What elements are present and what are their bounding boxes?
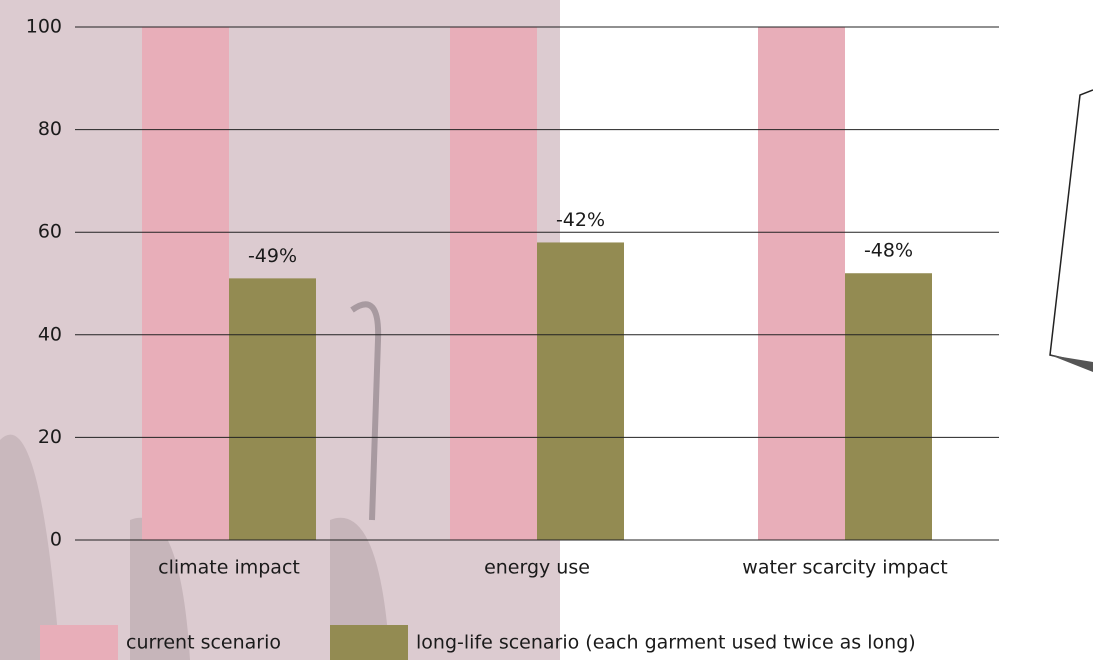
- x-tick-label: climate impact: [158, 557, 300, 579]
- bar: [537, 242, 624, 540]
- x-tick-label: water scarcity impact: [742, 557, 947, 579]
- legend-label: long-life scenario (each garment used tw…: [416, 632, 916, 654]
- annotation: -49%: [248, 245, 297, 267]
- bar: [450, 27, 537, 540]
- paper-note: [1049, 89, 1093, 366]
- y-tick-label: 0: [50, 529, 62, 551]
- annotation: -42%: [556, 209, 605, 231]
- x-tick-label: energy use: [484, 557, 590, 579]
- legend-label: current scenario: [126, 632, 281, 654]
- legend-swatch: [330, 625, 408, 660]
- y-tick-label: 80: [38, 118, 62, 140]
- hanger-hook: [350, 301, 382, 521]
- y-tick-label: 20: [38, 426, 62, 448]
- annotation: -48%: [864, 240, 913, 262]
- bar: [758, 27, 845, 540]
- hanger-shape: [130, 517, 190, 660]
- y-tick-label: 60: [38, 221, 62, 243]
- hanger-shape: [0, 434, 60, 660]
- y-tick-label: 40: [38, 323, 62, 345]
- y-tick-label: 100: [26, 16, 62, 38]
- bar: [845, 273, 932, 540]
- bar: [229, 278, 316, 540]
- hanger-shape: [330, 517, 390, 660]
- paper-shadow: [1050, 355, 1093, 372]
- bar: [142, 27, 229, 540]
- legend-swatch: [40, 625, 118, 660]
